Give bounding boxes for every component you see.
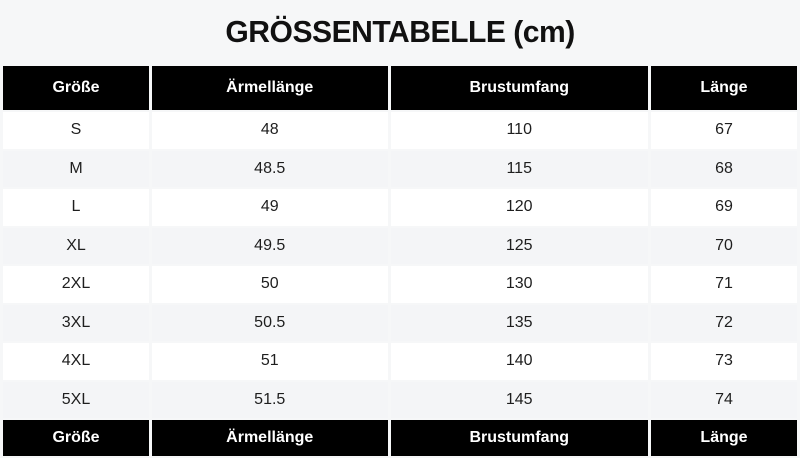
cell-sleeve-length: 50.5 — [152, 304, 388, 341]
column-header-laenge: Länge — [650, 66, 797, 110]
cell-length: 69 — [650, 189, 797, 226]
cell-sleeve-length: 51.5 — [152, 381, 388, 418]
header-row: Größe Ärmellänge Brustumfang Länge — [3, 66, 797, 110]
cell-chest: 135 — [390, 304, 648, 341]
repeated-header-cell: Größe — [3, 420, 149, 456]
table-row: 3XL 50.5 135 72 — [3, 304, 797, 341]
cell-chest: 130 — [390, 266, 648, 303]
cell-size: 2XL — [3, 266, 149, 303]
cell-chest: 140 — [390, 343, 648, 380]
cell-length: 73 — [650, 343, 797, 380]
cell-size: 4XL — [3, 343, 149, 380]
cell-sleeve-length: 48.5 — [152, 150, 388, 187]
table-row: L 49 120 69 — [3, 189, 797, 226]
cell-sleeve-length: 50 — [152, 266, 388, 303]
cell-sleeve-length: 51 — [152, 343, 388, 380]
cell-size: XL — [3, 227, 149, 264]
repeated-header-row-clipped: Größe Ärmellänge Brustumfang Länge — [3, 420, 797, 456]
table-row: S 48 110 67 — [3, 112, 797, 149]
cell-length: 68 — [650, 150, 797, 187]
cell-length: 70 — [650, 227, 797, 264]
table-row: 4XL 51 140 73 — [3, 343, 797, 380]
cell-size: 5XL — [3, 381, 149, 418]
cell-chest: 115 — [390, 150, 648, 187]
cell-size: L — [3, 189, 149, 226]
cell-chest: 110 — [390, 112, 648, 149]
cell-size: 3XL — [3, 304, 149, 341]
cell-sleeve-length: 49 — [152, 189, 388, 226]
cell-sleeve-length: 49.5 — [152, 227, 388, 264]
table-row: 5XL 51.5 145 74 — [3, 381, 797, 418]
table-row: M 48.5 115 68 — [3, 150, 797, 187]
repeated-header-cell: Länge — [650, 420, 797, 456]
table-body: S 48 110 67 M 48.5 115 68 L 49 120 69 XL… — [3, 112, 797, 418]
table-row: 2XL 50 130 71 — [3, 266, 797, 303]
size-chart-table: Größe Ärmellänge Brustumfang Länge S 48 … — [0, 64, 800, 458]
title-bar: GRÖSSENTABELLE (cm) — [0, 0, 800, 64]
cell-length: 71 — [650, 266, 797, 303]
column-header-groesse: Größe — [3, 66, 149, 110]
cell-chest: 125 — [390, 227, 648, 264]
table-row: XL 49.5 125 70 — [3, 227, 797, 264]
cell-size: S — [3, 112, 149, 149]
cell-length: 67 — [650, 112, 797, 149]
column-header-aermellaenge: Ärmellänge — [152, 66, 388, 110]
cell-sleeve-length: 48 — [152, 112, 388, 149]
page-title: GRÖSSENTABELLE (cm) — [225, 14, 575, 49]
cell-chest: 120 — [390, 189, 648, 226]
cell-chest: 145 — [390, 381, 648, 418]
repeated-header-cell: Brustumfang — [390, 420, 648, 456]
cell-length: 72 — [650, 304, 797, 341]
column-header-brustumfang: Brustumfang — [390, 66, 648, 110]
repeated-header-cell: Ärmellänge — [152, 420, 388, 456]
cell-length: 74 — [650, 381, 797, 418]
cell-size: M — [3, 150, 149, 187]
